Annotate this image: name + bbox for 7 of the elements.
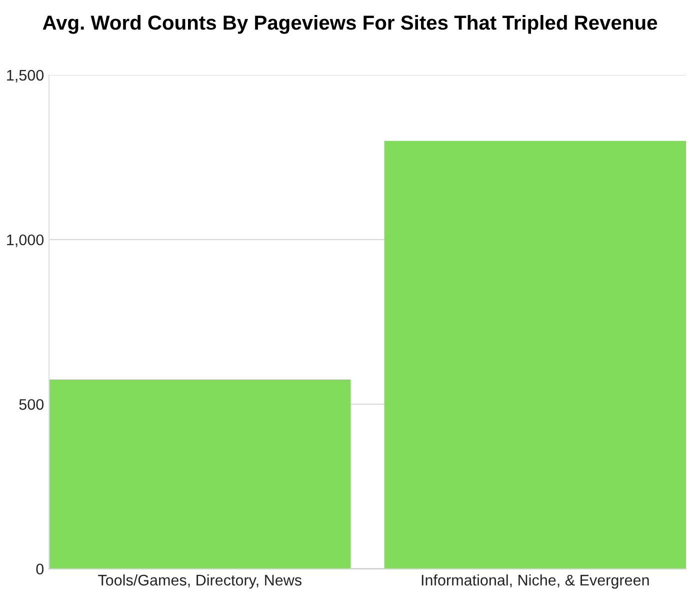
y-tick-label: 0 — [36, 564, 44, 574]
y-tick-label: 500 — [19, 399, 44, 410]
y-tick-label: 1,500 — [7, 70, 44, 82]
x-tick-label: Tools/Games, Directory, News — [98, 574, 302, 589]
y-tick-label: 1,000 — [7, 234, 44, 248]
chart-title: Avg. Word Counts By Pageviews For Sites That Tripled Revenue — [42, 15, 658, 34]
x-tick-label: Informational, Niche, & Evergreen — [422, 574, 649, 589]
